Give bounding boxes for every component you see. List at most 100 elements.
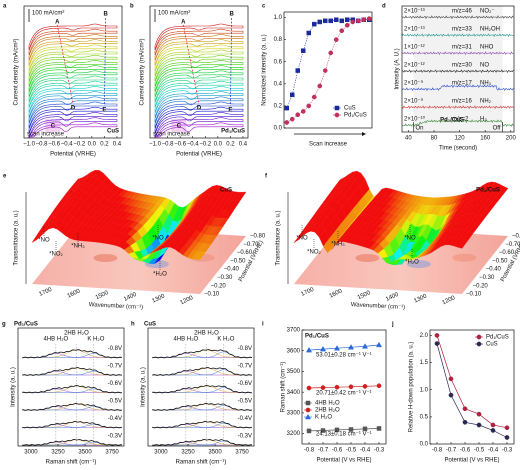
annotation: 53.01±0.28 cm⁻¹ V⁻¹ <box>316 352 372 358</box>
cv-curve <box>154 112 244 138</box>
y-axis-label: Transmittance (a. u.) <box>14 210 20 265</box>
cv-curve <box>154 65 244 92</box>
annotation: scan increase <box>153 132 191 138</box>
trace-scale: 2×10⁻⁹ <box>404 98 424 105</box>
guide <box>56 24 74 105</box>
cv-curve <box>154 91 244 118</box>
trace-mz: m/z=17 <box>452 81 473 87</box>
point <box>504 435 510 440</box>
spectrum <box>152 366 252 376</box>
panel-letter: e <box>3 174 7 180</box>
x-tick-label: 0.0 <box>88 142 97 148</box>
spectrum <box>152 438 252 446</box>
trace <box>401 51 514 56</box>
cv-curve <box>154 117 244 138</box>
trace-species: NH₃ <box>480 81 492 87</box>
spectrum <box>152 402 252 411</box>
x-tick-label: 1600 <box>329 288 344 299</box>
x-tick-label: -0.6 <box>460 448 471 454</box>
y-axis-label: Current density (mA/cm²) <box>140 38 146 105</box>
guide <box>104 17 107 107</box>
point <box>490 422 496 428</box>
y-axis-label: Intensity (a. u.) <box>11 367 17 407</box>
trace-scale: 2×10⁻¹² <box>404 63 425 69</box>
potential-label: -0.7V <box>238 364 252 370</box>
x-axis-label: Wavenumber (cm⁻¹) <box>89 302 144 311</box>
x-tick-label: 3750 <box>105 450 119 456</box>
annotation: A <box>181 20 186 26</box>
y-tick-label: 1.0 <box>274 15 283 21</box>
panel-title: Pd₁/CuS <box>305 334 329 340</box>
y-tick-label: 0.4 <box>274 81 283 87</box>
plot-frame <box>23 5 123 139</box>
cv-curve <box>154 75 244 103</box>
x-axis-label: Wavenumber (cm⁻¹) <box>351 302 406 311</box>
x-tick-label: 1400 <box>385 292 400 303</box>
cv-curve <box>29 122 118 138</box>
x-tick-label: -0.7 <box>446 448 457 454</box>
trace <box>401 84 514 92</box>
x-tick-label: −0.2 <box>73 142 86 148</box>
point <box>295 68 300 73</box>
x-tick-label: -0.6 <box>332 448 343 454</box>
y-tick-label: 1.5 <box>420 360 429 366</box>
x-tick-label: 160 <box>480 136 491 142</box>
trace <box>401 119 514 127</box>
y-axis-label: Transmittance (a. u.) <box>276 210 282 265</box>
x-tick-label: −1.0 <box>23 142 36 148</box>
x-tick-label: -0.8 <box>432 448 443 454</box>
x-tick-label: 0.4 <box>239 142 248 148</box>
z-tick-label: −0.70 <box>243 242 259 248</box>
x-tick-label: 3500 <box>208 450 222 456</box>
y-axis-label: Intensity (a. u.) <box>141 367 147 407</box>
trace-scale: 2×10⁻⁹ <box>404 80 424 87</box>
point <box>306 385 312 391</box>
plot-frame <box>149 5 249 139</box>
spectrum <box>22 402 122 411</box>
panel-letter: d <box>382 4 386 10</box>
y-tick-label: 3400 <box>287 390 301 396</box>
y-tick-label: 0.8 <box>274 37 283 43</box>
y-tick-label: 3300 <box>287 410 301 416</box>
trace-species: NH₂ <box>480 99 492 105</box>
legend-label: CuS <box>486 342 498 348</box>
y-axis-label: Intensity (A. U.) <box>395 48 401 89</box>
annotation: K H₂O <box>87 337 104 343</box>
y-tick-label: 3500 <box>287 369 301 375</box>
annotation: *NH₃ <box>71 244 85 250</box>
point <box>320 428 326 433</box>
x-tick-label: −0.4 <box>61 142 74 148</box>
trace-scale: 2×10⁻¹³ <box>404 9 425 15</box>
point <box>290 92 295 98</box>
annotation: *NO <box>38 238 50 244</box>
spectrum <box>22 420 122 429</box>
annotation: B <box>229 12 234 18</box>
x-tick-label: -0.7 <box>318 448 329 454</box>
plot-frame <box>301 329 387 445</box>
spectrum <box>152 384 252 394</box>
x-tick-label: −0.8 <box>162 142 175 148</box>
point <box>462 406 468 412</box>
legend-label: CuS <box>344 106 356 112</box>
x-tick-label: 1500 <box>357 290 372 301</box>
point <box>366 16 372 21</box>
z-tick-label: −0.60 <box>499 250 515 256</box>
annotation: D <box>197 106 202 112</box>
annotation: On <box>416 126 424 132</box>
point <box>306 428 312 434</box>
z-tick-label: −0.60 <box>237 250 253 256</box>
annotation: Off <box>493 126 501 132</box>
panel-letter: a <box>3 4 7 10</box>
annotation: 2HB H₂O <box>194 331 219 337</box>
cv-curve <box>154 54 244 82</box>
annotation: D <box>71 106 76 112</box>
point <box>334 384 340 390</box>
trace-scale: 2×10⁻¹³ <box>404 27 425 33</box>
spectrum <box>22 349 122 359</box>
z-tick-label: −0.80 <box>512 234 520 240</box>
point <box>284 120 290 125</box>
y-tick-label: 0.0 <box>420 442 429 448</box>
panel-letter: f <box>265 174 268 180</box>
potential-label: -0.8V <box>238 346 252 352</box>
